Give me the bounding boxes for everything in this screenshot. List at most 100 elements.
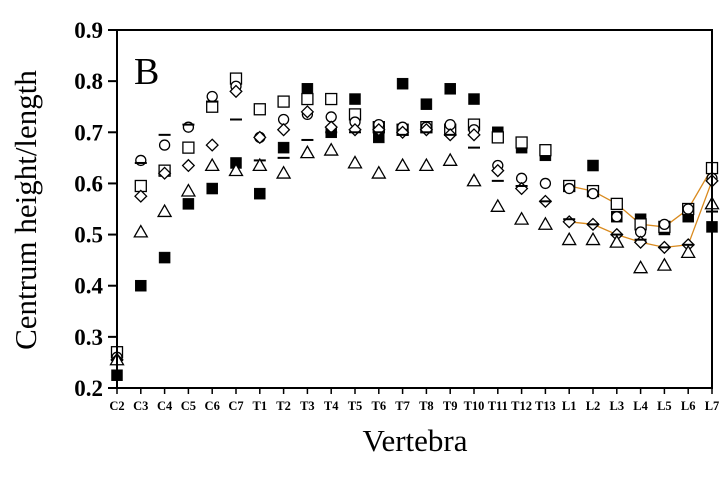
point-open-triangle (490, 198, 506, 212)
y-tick-label: 0.2 (74, 376, 103, 401)
x-tick-label: C4 (157, 399, 173, 413)
y-tick-label: 0.5 (74, 223, 103, 248)
point-open-circle (206, 90, 218, 103)
x-tick-label: T11 (488, 399, 508, 413)
point-open-diamond (562, 215, 576, 229)
x-tick-label: T5 (348, 399, 363, 413)
point-open-triangle (656, 257, 673, 271)
x-tick-label: C2 (109, 399, 124, 413)
point-open-diamond (276, 123, 291, 137)
x-axis: C2 C3 C4 C5 C6 C7 T1 T2 T3 T4 T5 T6 T7 T8 T9 T10 T11 T12 T… (109, 388, 719, 413)
x-tick-label: T4 (324, 399, 339, 413)
x-tick-label: L2 (586, 399, 601, 413)
point-open-circle (325, 111, 337, 123)
point-open-triangle (466, 173, 482, 187)
point-open-circle (682, 203, 694, 215)
point-filled-square (206, 182, 218, 195)
plot-area (116, 29, 713, 389)
point-open-triangle (513, 211, 530, 225)
x-tick-label: C5 (181, 399, 196, 413)
point-open-diamond (633, 235, 648, 249)
x-tick-label: T8 (419, 399, 434, 413)
x-tick-label: T12 (511, 399, 532, 413)
point-open-circle (563, 182, 575, 195)
point-open-circle (444, 118, 456, 131)
point-open-square (325, 92, 338, 106)
point-open-circle (658, 218, 671, 230)
x-tick-label: L3 (610, 399, 625, 413)
point-open-triangle (585, 231, 601, 246)
x-tick-label: T1 (253, 399, 268, 413)
point-open-diamond (491, 163, 505, 178)
x-tick-label: T10 (464, 399, 485, 413)
point-open-square (301, 92, 314, 106)
y-axis: 0.2 0.3 0.4 0.5 0.6 0.7 0.8 0.9 (74, 18, 117, 401)
point-filled-square (396, 77, 409, 90)
point-filled-square (254, 187, 266, 200)
x-tick-label: L7 (705, 399, 720, 413)
point-open-circle (634, 226, 647, 238)
point-filled-square (587, 159, 599, 172)
point-open-triangle (632, 260, 649, 274)
point-open-square (277, 95, 290, 108)
point-filled-square (182, 198, 195, 210)
point-open-diamond (300, 105, 315, 119)
point-filled-square (277, 141, 290, 154)
point-filled-square (301, 83, 314, 95)
point-filled-square (349, 93, 361, 105)
x-tick-label: C6 (205, 399, 220, 413)
x-tick-label: C3 (133, 399, 148, 413)
x-tick-label: T9 (443, 399, 458, 413)
x-tick-label: L1 (562, 399, 577, 413)
point-open-square (182, 141, 195, 154)
y-tick-label: 0.6 (74, 171, 103, 196)
point-open-square (491, 131, 504, 144)
point-filled-square (468, 93, 480, 105)
y-tick-label: 0.3 (74, 325, 103, 350)
point-open-diamond (229, 84, 243, 99)
data-markers (109, 72, 720, 381)
x-tick-label: T13 (535, 399, 556, 413)
point-open-triangle (228, 162, 244, 177)
x-tick-label: T2 (276, 399, 291, 413)
point-open-triangle (299, 144, 316, 159)
point-open-circle (611, 211, 623, 223)
point-open-triangle (609, 234, 625, 248)
point-open-triangle (537, 216, 554, 230)
x-tick-label: C7 (228, 399, 243, 413)
point-filled-square (444, 83, 456, 95)
y-axis-title: Centrum height/length (8, 70, 43, 350)
x-tick-label: T7 (395, 399, 410, 413)
point-open-circle (277, 113, 290, 126)
point-open-triangle (371, 165, 387, 179)
point-open-triangle (275, 165, 292, 179)
point-open-square (539, 144, 552, 157)
point-open-triangle (252, 157, 268, 172)
point-open-triangle (133, 224, 149, 238)
x-tick-label: L5 (657, 399, 672, 413)
point-open-diamond (253, 130, 267, 145)
point-open-triangle (156, 203, 173, 218)
point-open-triangle (347, 155, 363, 169)
x-tick-label: L4 (633, 399, 648, 413)
y-tick-label: 0.7 (74, 120, 103, 145)
point-open-triangle (680, 244, 696, 258)
point-open-square (206, 100, 219, 113)
point-open-diamond (134, 189, 148, 203)
point-filled-square (158, 251, 171, 264)
point-open-square (515, 136, 528, 149)
point-filled-square (420, 98, 433, 110)
point-open-triangle (180, 183, 197, 197)
point-open-square (253, 103, 266, 116)
point-open-diamond (181, 158, 196, 173)
point-open-triangle (418, 157, 435, 172)
x-tick-label: L6 (681, 399, 696, 413)
point-filled-square (135, 279, 147, 292)
point-open-diamond (467, 128, 481, 142)
point-open-circle (539, 177, 552, 190)
point-open-triangle (561, 231, 577, 246)
point-open-triangle (323, 142, 339, 156)
point-open-triangle (204, 157, 220, 172)
x-tick-label: T6 (372, 399, 387, 413)
